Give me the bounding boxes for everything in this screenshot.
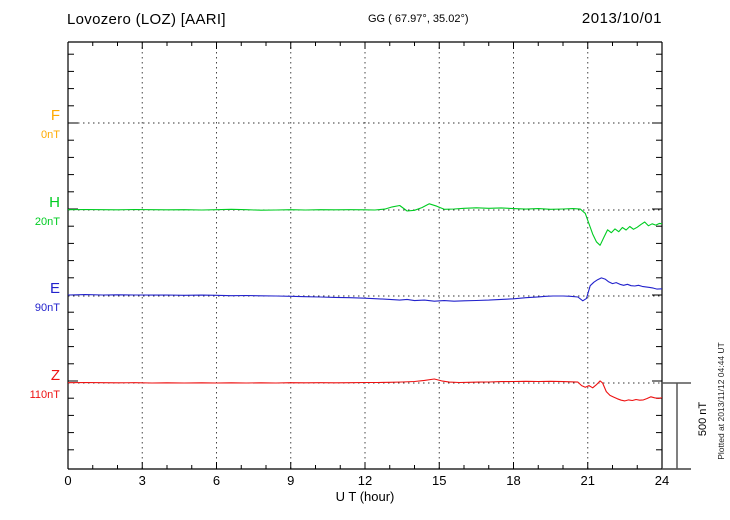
station-title: Lovozero (LOZ) [AARI] bbox=[67, 11, 226, 28]
scale-bar-label: 500 nT bbox=[697, 401, 709, 437]
x-tick-label: 21 bbox=[580, 473, 595, 488]
geographic-coordinates: GG ( 67.97°, 35.02°) bbox=[368, 13, 469, 25]
component-baseline-value-F: 0nT bbox=[41, 129, 60, 141]
trace-Z bbox=[67, 378, 663, 402]
x-tick-label: 18 bbox=[506, 473, 521, 488]
component-label-F: F bbox=[50, 107, 60, 124]
x-tick-label: 24 bbox=[654, 473, 670, 488]
x-tick-label: 12 bbox=[357, 473, 373, 488]
component-label-E: E bbox=[49, 280, 60, 297]
x-tick-label: 3 bbox=[138, 473, 146, 488]
component-baseline-value-Z: 110nT bbox=[29, 389, 60, 401]
component-label-H: H bbox=[49, 194, 60, 211]
trace-H bbox=[67, 203, 663, 246]
component-baseline-value-E: 90nT bbox=[34, 302, 60, 314]
x-tick-label: 9 bbox=[287, 473, 295, 488]
x-tick-label: 6 bbox=[212, 473, 221, 488]
x-tick-label: 15 bbox=[432, 473, 447, 488]
x-tick-label: 0 bbox=[64, 473, 72, 488]
plotted-at-note: Plotted at 2013/11/12 04:44 UT bbox=[716, 342, 726, 460]
component-baseline-value-H: 20nT bbox=[34, 216, 60, 228]
component-label-Z: Z bbox=[50, 367, 60, 384]
trace-E bbox=[67, 277, 663, 302]
x-axis-title: U T (hour) bbox=[335, 489, 395, 504]
plot-date: 2013/10/01 bbox=[581, 10, 662, 27]
